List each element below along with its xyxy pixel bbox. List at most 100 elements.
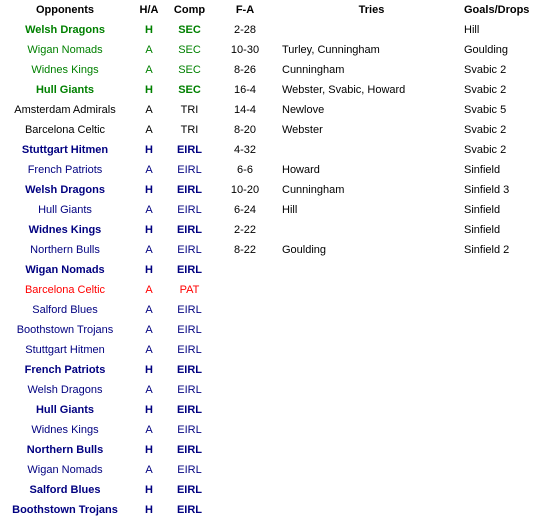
home-away-cell: A <box>145 384 153 396</box>
table-row: Amsterdam Admirals A TRI 14-4 Newlove Svabic … <box>0 100 546 120</box>
score-cell: 14-4 <box>233 104 257 116</box>
tries-cell <box>279 440 464 460</box>
home-away-cell: A <box>145 344 153 356</box>
home-away-cell: A <box>145 44 153 56</box>
goals-drops-cell <box>464 440 546 460</box>
competition-cell: PAT <box>179 284 200 296</box>
home-away-cell: H <box>145 504 153 516</box>
tries-cell <box>279 360 464 380</box>
tries-cell <box>279 140 464 160</box>
goals-drops-cell <box>464 320 546 340</box>
goals-drops-cell: Svabic 2 <box>464 84 507 96</box>
goals-drops-cell <box>464 260 546 280</box>
header-opponents: Opponents <box>35 4 95 16</box>
opponent-cell: Widnes Kings <box>28 224 102 236</box>
home-away-cell: H <box>145 364 153 376</box>
opponent-cell: Hull Giants <box>35 84 95 96</box>
tries-cell <box>279 320 464 340</box>
score-cell <box>211 360 279 380</box>
opponent-cell: Welsh Dragons <box>25 184 105 196</box>
table-row: Widnes Kings H EIRL 2-22 Sinfield <box>0 220 546 240</box>
home-away-cell: A <box>145 244 153 256</box>
competition-cell: EIRL <box>176 144 203 156</box>
score-cell <box>211 440 279 460</box>
score-cell <box>211 400 279 420</box>
goals-drops-cell: Sinfield 2 <box>464 244 510 256</box>
competition-cell: EIRL <box>176 404 203 416</box>
tries-cell: Howard <box>282 164 320 176</box>
goals-drops-cell <box>464 460 546 480</box>
tries-cell: Webster <box>282 124 323 136</box>
tries-cell <box>279 400 464 420</box>
score-cell <box>211 500 279 520</box>
home-away-cell: H <box>145 224 153 236</box>
tries-cell: Turley, Cunningham <box>282 44 380 56</box>
score-cell: 16-4 <box>233 84 257 96</box>
goals-drops-cell: Svabic 2 <box>464 124 507 136</box>
tries-cell <box>279 460 464 480</box>
opponent-cell: Hull Giants <box>35 404 95 416</box>
goals-drops-cell <box>464 480 546 500</box>
header-tries: Tries <box>358 4 385 16</box>
opponent-cell: Northern Bulls <box>26 444 104 456</box>
header-home-away: H/A <box>139 4 159 16</box>
goals-drops-cell: Sinfield <box>464 224 501 236</box>
home-away-cell: H <box>145 264 153 276</box>
home-away-cell: A <box>145 164 153 176</box>
home-away-cell: A <box>145 124 153 136</box>
table-row: Hull Giants H EIRL <box>0 400 546 420</box>
table-row: Widnes Kings A EIRL <box>0 420 546 440</box>
tries-cell <box>279 340 464 360</box>
tries-cell: Cunningham <box>282 184 345 196</box>
score-cell <box>211 280 279 300</box>
opponent-cell: Barcelona Celtic <box>24 124 106 136</box>
goals-drops-cell <box>464 420 546 440</box>
competition-cell: TRI <box>180 124 199 136</box>
competition-cell: EIRL <box>176 364 203 376</box>
tries-cell: Newlove <box>282 104 325 116</box>
tries-cell: Hill <box>282 204 298 216</box>
goals-drops-cell: Sinfield <box>464 204 501 216</box>
table-row: Northern Bulls H EIRL <box>0 440 546 460</box>
table-row: Wigan Nomads A EIRL <box>0 460 546 480</box>
home-away-cell: A <box>145 304 153 316</box>
table-row: French Patriots A EIRL 6-6 Howard Sinfield <box>0 160 546 180</box>
table-row: Barcelona Celtic A TRI 8-20 Webster Svabic 2 <box>0 120 546 140</box>
tries-cell <box>279 380 464 400</box>
table-row: Barcelona Celtic A PAT <box>0 280 546 300</box>
home-away-cell: H <box>145 444 153 456</box>
score-cell: 6-6 <box>237 164 253 176</box>
tries-cell: Cunningham <box>282 64 345 76</box>
competition-cell: SEC <box>178 44 201 56</box>
opponent-cell: Barcelona Celtic <box>24 284 106 296</box>
opponent-cell: Boothstown Trojans <box>12 504 118 516</box>
opponent-cell: Welsh Dragons <box>27 384 103 396</box>
home-away-cell: H <box>145 484 153 496</box>
opponent-cell: Northern Bulls <box>30 244 100 256</box>
score-cell: 6-24 <box>233 204 257 216</box>
score-cell: 8-22 <box>233 244 257 256</box>
score-cell <box>211 340 279 360</box>
goals-drops-cell: Hill <box>464 24 480 36</box>
score-cell <box>211 420 279 440</box>
home-away-cell: H <box>145 184 153 196</box>
score-cell <box>211 260 279 280</box>
goals-drops-cell <box>464 380 546 400</box>
header-goals-drops: Goals/Drops <box>464 4 530 16</box>
tries-cell <box>279 220 464 240</box>
competition-cell: EIRL <box>177 164 202 176</box>
score-cell <box>211 320 279 340</box>
score-cell: 8-20 <box>233 124 257 136</box>
score-cell <box>211 300 279 320</box>
opponent-cell: Boothstown Trojans <box>16 324 114 336</box>
opponent-cell: Wigan Nomads <box>27 464 103 476</box>
opponent-cell: Widnes Kings <box>31 424 99 436</box>
competition-cell: EIRL <box>176 484 203 496</box>
tries-cell <box>279 20 464 40</box>
score-cell <box>211 480 279 500</box>
home-away-cell: A <box>145 464 153 476</box>
opponent-cell: Stuttgart Hitmen <box>21 144 109 156</box>
tries-cell <box>279 420 464 440</box>
goals-drops-cell <box>464 280 546 300</box>
tries-cell <box>279 300 464 320</box>
